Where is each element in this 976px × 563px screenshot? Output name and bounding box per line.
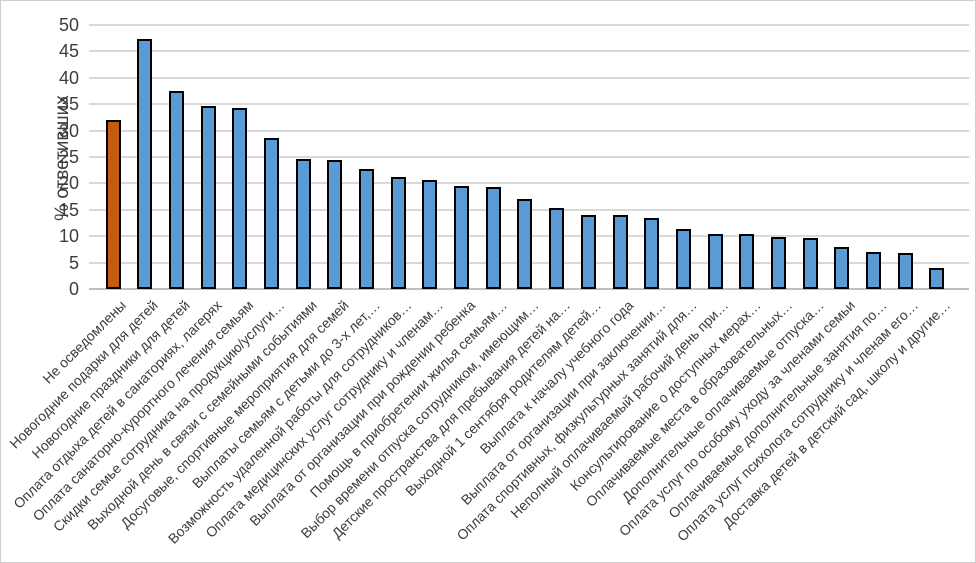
bar xyxy=(422,179,438,289)
bar xyxy=(454,185,470,289)
bar xyxy=(295,159,311,289)
gridline xyxy=(89,50,969,53)
bar xyxy=(834,246,850,289)
y-tick-label: 35 xyxy=(58,94,79,115)
plot-area xyxy=(89,24,969,290)
bar xyxy=(929,267,945,289)
bar xyxy=(580,214,596,289)
bar xyxy=(612,214,628,289)
bar xyxy=(200,105,216,289)
y-tick-label: 25 xyxy=(58,147,79,167)
bar xyxy=(232,107,248,289)
bar xyxy=(802,237,818,289)
bar xyxy=(327,159,343,289)
bar xyxy=(897,253,913,289)
bar xyxy=(707,234,723,289)
bar xyxy=(359,168,375,289)
bar xyxy=(168,91,184,289)
bar xyxy=(770,237,786,289)
y-tick-label: 15 xyxy=(58,199,79,220)
gridline xyxy=(89,129,969,132)
bar xyxy=(263,137,279,289)
bar xyxy=(485,187,501,289)
y-tick-label: 0 xyxy=(68,279,79,299)
bar xyxy=(739,234,755,289)
y-tick-label: 45 xyxy=(58,41,79,62)
bar xyxy=(549,207,565,289)
y-tick-label: 50 xyxy=(58,15,79,35)
gridline xyxy=(89,103,969,106)
y-tick-label: 30 xyxy=(58,120,79,141)
y-tick-label: 10 xyxy=(58,226,79,247)
bar xyxy=(137,39,153,289)
gridline xyxy=(89,182,969,185)
bar xyxy=(675,228,691,289)
bar xyxy=(517,198,533,289)
bar xyxy=(644,217,660,289)
gridline xyxy=(89,156,969,158)
x-axis-line xyxy=(89,288,969,290)
gridline xyxy=(89,76,969,79)
y-tick-label: 40 xyxy=(58,67,79,88)
y-tick-label: 5 xyxy=(68,252,79,273)
gridline xyxy=(89,24,969,26)
bar xyxy=(390,177,406,289)
bar xyxy=(866,251,882,289)
y-tick-label: 20 xyxy=(58,173,79,194)
bar-highlighted xyxy=(105,119,121,289)
